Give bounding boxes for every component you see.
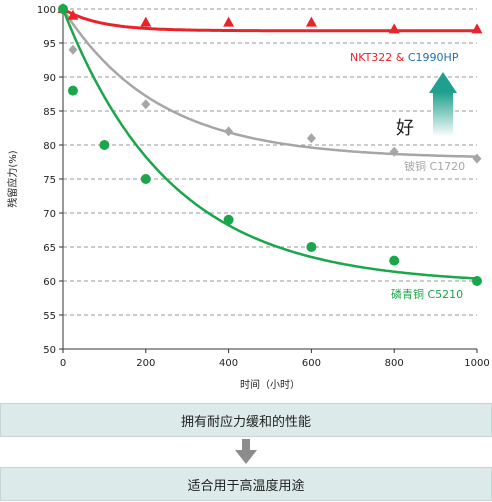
up-arrow-shaft [433, 92, 453, 137]
data-point-circle [99, 140, 110, 150]
y-tick-labels: 50 55 60 65 70 75 80 85 90 95 100 [37, 5, 56, 356]
x-tick-label: 1000 [464, 358, 489, 369]
series-label-phosphor-bronze: 磷青铜 C5210 [391, 287, 463, 301]
y-tick-label: 65 [43, 243, 56, 254]
up-arrow-icon [429, 72, 457, 93]
fit-curve [61, 8, 478, 280]
data-point-triangle [305, 16, 317, 27]
series-label-nkt: NKT322 & C1990HP [350, 51, 459, 64]
data-point-diamond [389, 146, 399, 157]
data-point-circle [67, 85, 78, 96]
y-tick-label: 60 [43, 277, 56, 288]
data-point-circle [472, 276, 482, 286]
series-label-beryllium-copper: 铍铜 C1720 [404, 159, 465, 173]
data-point-triangle [223, 16, 235, 27]
x-tick-label: 400 [219, 358, 238, 369]
data-point-triangle [471, 23, 483, 34]
series-label-nkt-part2: C1990HP [408, 51, 459, 64]
y-tick-label: 50 [43, 345, 56, 356]
data-point-circle [389, 255, 400, 266]
x-tick-label: 800 [385, 358, 404, 369]
better-annotation: 好 [396, 118, 414, 139]
y-tick-label: 90 [43, 73, 56, 84]
data-point-triangle [140, 16, 152, 27]
y-tick-label: 70 [43, 209, 56, 220]
y-axis-title: 残留应力(%) [6, 150, 19, 207]
y-tick-label: 55 [43, 311, 56, 322]
data-point-circle [223, 214, 234, 225]
x-axis-title: 时间（小时） [240, 378, 300, 391]
x-tick-label: 200 [136, 358, 155, 369]
y-tick-label: 95 [43, 39, 56, 50]
data-points [57, 3, 483, 286]
data-point-diamond [224, 126, 234, 137]
better-arrow [429, 72, 457, 137]
feature-text: 拥有耐应力缓和的性能 [180, 414, 311, 430]
feature-box-stress-relaxation: 拥有耐应力缓和的性能 [0, 403, 492, 437]
data-point-diamond [141, 99, 151, 110]
fit-curves [61, 7, 478, 280]
x-tick-label: 0 [60, 358, 66, 369]
stress-relaxation-chart: 50 55 60 65 70 75 80 85 90 95 100 0 200 400 600 800 100… [6, 3, 490, 391]
y-tick-label: 75 [43, 175, 56, 186]
y-tick-label: 100 [37, 5, 56, 16]
data-point-triangle [67, 9, 79, 20]
y-tick-label: 85 [43, 107, 56, 118]
x-tick-label: 600 [302, 358, 321, 369]
data-point-diamond [472, 153, 482, 164]
grid-lines [63, 8, 477, 316]
fit-curve [62, 7, 477, 33]
series-label-nkt-part1: NKT322 & [350, 51, 408, 64]
y-tick-label: 80 [43, 141, 56, 152]
feature-box-high-temperature: 适合用于高温度用途 [0, 467, 492, 501]
data-point-circle [58, 4, 68, 14]
fit-curve [61, 8, 478, 158]
data-point-circle [306, 242, 317, 252]
down-arrow-icon [235, 439, 257, 464]
application-text: 适合用于高温度用途 [187, 478, 305, 494]
data-point-diamond [306, 133, 316, 144]
x-tick-labels: 0 200 400 600 800 1000 [60, 358, 490, 369]
data-point-circle [140, 174, 151, 184]
axes [59, 8, 478, 353]
data-point-triangle [388, 23, 400, 34]
data-point-diamond [68, 44, 78, 55]
